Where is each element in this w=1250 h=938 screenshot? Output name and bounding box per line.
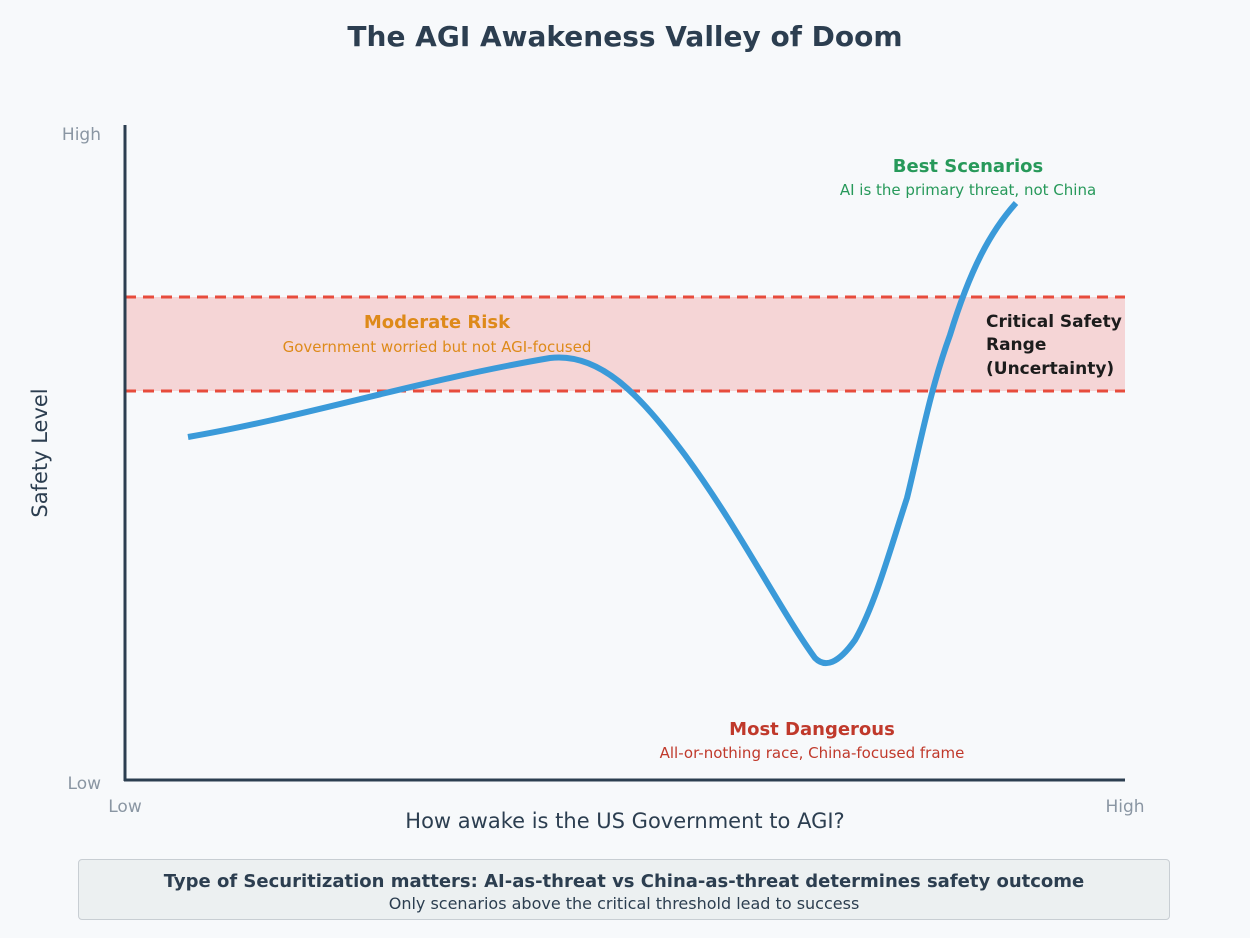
critical-safety-band bbox=[125, 297, 1125, 391]
best-scenarios-title: Best Scenarios bbox=[893, 156, 1043, 177]
x-high-label: High bbox=[1105, 797, 1144, 817]
moderate-risk-title: Moderate Risk bbox=[364, 312, 511, 333]
y-high-label: High bbox=[62, 125, 101, 145]
y-low-label: Low bbox=[68, 774, 102, 794]
band-label-line-3: (Uncertainty) bbox=[986, 359, 1114, 379]
footer-note-box: Type of Securitization matters: AI-as-th… bbox=[78, 859, 1170, 920]
footer-sub-text: Only scenarios above the critical thresh… bbox=[388, 894, 860, 913]
y-axis-label: Safety Level bbox=[28, 388, 52, 517]
safety-curve bbox=[187, 200, 1019, 667]
x-axis-label: How awake is the US Government to AGI? bbox=[405, 809, 844, 833]
band-label-line-2: Range bbox=[986, 335, 1046, 355]
band-label-line-1: Critical Safety bbox=[986, 312, 1122, 332]
x-low-label: Low bbox=[108, 797, 142, 817]
most-dangerous-title: Most Dangerous bbox=[729, 719, 895, 740]
most-dangerous-subtitle: All-or-nothing race, China-focused frame bbox=[660, 744, 965, 762]
footer-main-text: Type of Securitization matters: AI-as-th… bbox=[163, 871, 1085, 892]
best-scenarios-subtitle: AI is the primary threat, not China bbox=[840, 181, 1096, 199]
moderate-risk-subtitle: Government worried but not AGI-focused bbox=[283, 338, 592, 356]
chart-title: The AGI Awakeness Valley of Doom bbox=[347, 20, 902, 53]
